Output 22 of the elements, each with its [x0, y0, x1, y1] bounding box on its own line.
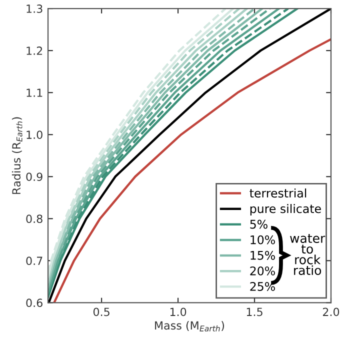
y-tick-label: 0.7 [26, 256, 42, 266]
annotation: water to rock ratio [290, 234, 326, 276]
legend-label: 25% [250, 282, 275, 291]
y-tick-label: 0.9 [26, 172, 42, 181]
legend-label: 20% [250, 266, 275, 276]
legend-label: terrestrial [250, 188, 306, 198]
y-tick-label: 1.3 [26, 4, 42, 13]
y-tick-label: 0.8 [26, 214, 42, 224]
x-tick-label: 1.5 [246, 308, 262, 316]
legend-label: 5% [250, 220, 268, 229]
y-axis-title: Radius (R$_{Earth}$) [12, 117, 22, 194]
x-tick-label: 1.0 [170, 308, 186, 316]
y-tick-label: 1.0 [26, 130, 42, 139]
y-tick-label: 0.6 [26, 298, 42, 308]
legend-label: pure silicate [250, 204, 321, 216]
x-axis-title: Mass (M$_{Earth}$) [155, 321, 224, 332]
legend-label: 15% [250, 250, 275, 260]
y-tick-label: 1.1 [26, 88, 42, 97]
legend-label: 10% [250, 235, 275, 244]
x-tick-label: 0.5 [93, 308, 110, 316]
x-tick-label: 2.0 [322, 308, 340, 316]
y-tick-label: 1.2 [26, 46, 42, 55]
